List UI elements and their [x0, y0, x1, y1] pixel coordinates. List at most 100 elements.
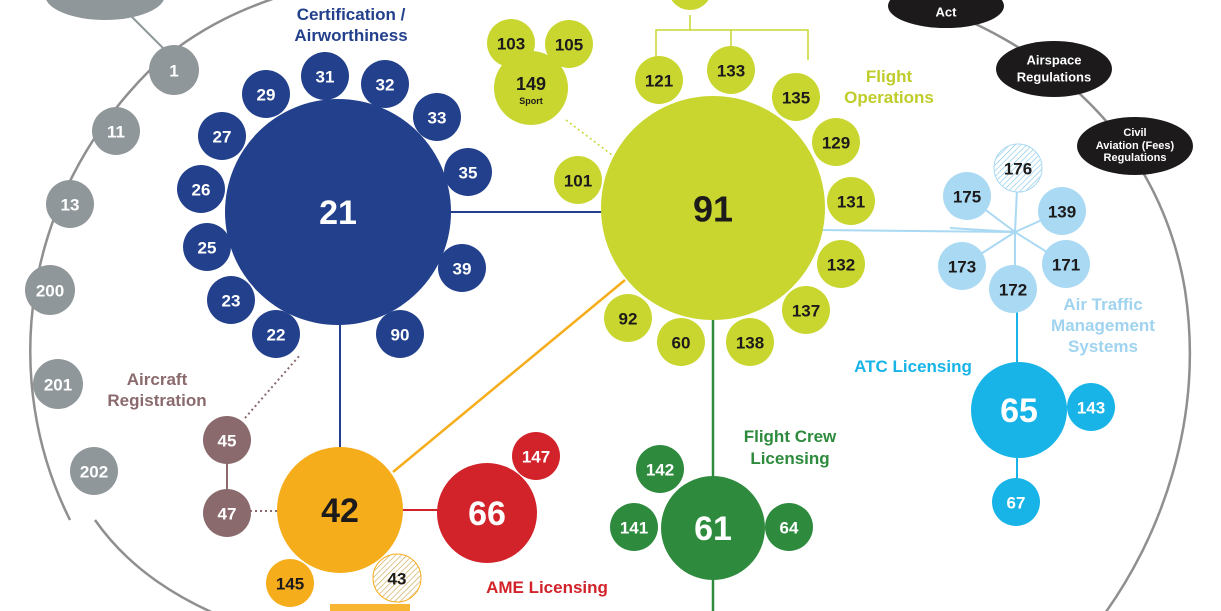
- part-176-circle: [993, 143, 1043, 193]
- part-13-node[interactable]: 13: [46, 180, 94, 228]
- part-202-node[interactable]: 202: [70, 447, 118, 495]
- part-27-circle: [198, 112, 246, 160]
- airspace-regulations-node[interactable]: Airspace Regulations: [996, 41, 1112, 97]
- part-149-node[interactable]: 149 Sport: [494, 51, 568, 125]
- part-143-node[interactable]: 143: [1067, 383, 1115, 431]
- part-172-node[interactable]: 172: [989, 265, 1037, 313]
- part-66-node[interactable]: 66: [437, 463, 537, 563]
- part-61-node[interactable]: 61: [661, 476, 765, 580]
- part-39-circle: [438, 244, 486, 292]
- part-43-node[interactable]: 43: [372, 553, 422, 603]
- part-141-node[interactable]: 141: [610, 503, 658, 551]
- part-133-label: 133: [717, 62, 745, 81]
- part-121-node[interactable]: 121: [635, 56, 683, 104]
- part-200-label: 200: [36, 282, 64, 301]
- part-131-node[interactable]: 131: [827, 177, 875, 225]
- airspace-regulations-line1: Airspace: [1027, 53, 1082, 68]
- part-132-node[interactable]: 132: [817, 240, 865, 288]
- part-201-circle: [33, 359, 83, 409]
- part-176-node[interactable]: 176: [993, 143, 1043, 193]
- part-13-label: 13: [61, 196, 80, 215]
- part-129-node[interactable]: 129: [812, 118, 860, 166]
- part-171-node[interactable]: 171: [1042, 240, 1090, 288]
- part-22-node[interactable]: 22: [252, 310, 300, 358]
- part-25-node[interactable]: 25: [183, 223, 231, 271]
- part-138-label: 138: [736, 334, 764, 353]
- part-200-node[interactable]: 200: [25, 265, 75, 315]
- part-139-node[interactable]: 139: [1038, 187, 1086, 235]
- registration-label-line2: Registration: [107, 391, 206, 410]
- flight-crew-label-line1: Flight Crew: [744, 427, 837, 446]
- act-node[interactable]: Act: [888, 0, 1004, 28]
- part-47-circle: [203, 489, 251, 537]
- part-129-label: 129: [822, 134, 850, 153]
- part-91-circle: [601, 96, 825, 320]
- part-32-label: 32: [376, 76, 395, 95]
- part-60-node[interactable]: 60: [657, 318, 705, 366]
- part-105-node[interactable]: 105: [545, 20, 593, 68]
- part-39-node[interactable]: 39: [438, 244, 486, 292]
- part-33-node[interactable]: 33: [413, 93, 461, 141]
- part-21-node[interactable]: 21: [225, 99, 451, 325]
- part-35-node[interactable]: 35: [444, 148, 492, 196]
- part-35-label: 35: [459, 164, 478, 183]
- part-11-node[interactable]: 11: [92, 107, 140, 155]
- part-66-circle: [437, 463, 537, 563]
- part-91-label: 91: [693, 189, 733, 230]
- part-67-node[interactable]: 67: [992, 478, 1040, 526]
- act-label: Act: [936, 5, 958, 20]
- part-141-label: 141: [620, 519, 648, 538]
- part-13-circle: [46, 180, 94, 228]
- part-131-label: 131: [837, 193, 865, 212]
- cropped-grey-node: [46, 0, 164, 20]
- flight-ops-label-line1: Flight: [866, 67, 913, 86]
- part-142-label: 142: [646, 461, 674, 480]
- ame-label: AME Licensing: [486, 578, 608, 597]
- fees-regulations-node[interactable]: Civil Aviation (Fees) Regulations: [1077, 117, 1193, 175]
- part-42-node[interactable]: 42: [277, 447, 403, 573]
- atm-label-line2: Management: [1051, 316, 1155, 335]
- part-135-circle: [772, 73, 820, 121]
- part-27-node[interactable]: 27: [198, 112, 246, 160]
- part-32-node[interactable]: 32: [361, 60, 409, 108]
- part-147-node[interactable]: 147: [512, 432, 560, 480]
- certification-label: Certification / Airworthiness: [294, 5, 407, 45]
- part-1-circle: [149, 45, 199, 95]
- part-142-node[interactable]: 142: [636, 445, 684, 493]
- part-139-label: 139: [1048, 203, 1076, 222]
- part-1-node[interactable]: 1: [149, 45, 199, 95]
- part-23-node[interactable]: 23: [207, 276, 255, 324]
- part-202-circle: [70, 447, 118, 495]
- part-47-node[interactable]: 47: [203, 489, 251, 537]
- part-65-node[interactable]: 65: [971, 362, 1067, 458]
- part-33-label: 33: [428, 109, 447, 128]
- part-201-node[interactable]: 201: [33, 359, 83, 409]
- part-92-node[interactable]: 92: [604, 294, 652, 342]
- part-65-circle: [971, 362, 1067, 458]
- part-138-node[interactable]: 138: [726, 318, 774, 366]
- part-147-circle: [512, 432, 560, 480]
- part-133-node[interactable]: 133: [707, 46, 755, 94]
- part-137-node[interactable]: 137: [782, 286, 830, 334]
- part-65-label: 65: [1000, 392, 1038, 430]
- part-21-circle: [225, 99, 451, 325]
- part-90-node[interactable]: 90: [376, 310, 424, 358]
- part-173-node[interactable]: 173: [938, 242, 986, 290]
- part-64-node[interactable]: 64: [765, 503, 813, 551]
- part-91-node[interactable]: 91: [601, 96, 825, 320]
- part-26-node[interactable]: 26: [177, 165, 225, 213]
- part-175-node[interactable]: 175: [943, 172, 991, 220]
- part-45-label: 45: [218, 432, 237, 451]
- part-105-label: 105: [555, 36, 583, 55]
- part-45-node[interactable]: 45: [203, 416, 251, 464]
- part-172-label: 172: [999, 281, 1027, 300]
- part-145-node[interactable]: 145: [266, 559, 314, 607]
- part-101-node[interactable]: 101: [554, 156, 602, 204]
- part-47-label: 47: [218, 505, 237, 524]
- part-31-node[interactable]: 31: [301, 52, 349, 100]
- part-202-label: 202: [80, 463, 108, 482]
- certification-label-line2: Airworthiness: [294, 26, 407, 45]
- part-135-node[interactable]: 135: [772, 73, 820, 121]
- part-29-node[interactable]: 29: [242, 70, 290, 118]
